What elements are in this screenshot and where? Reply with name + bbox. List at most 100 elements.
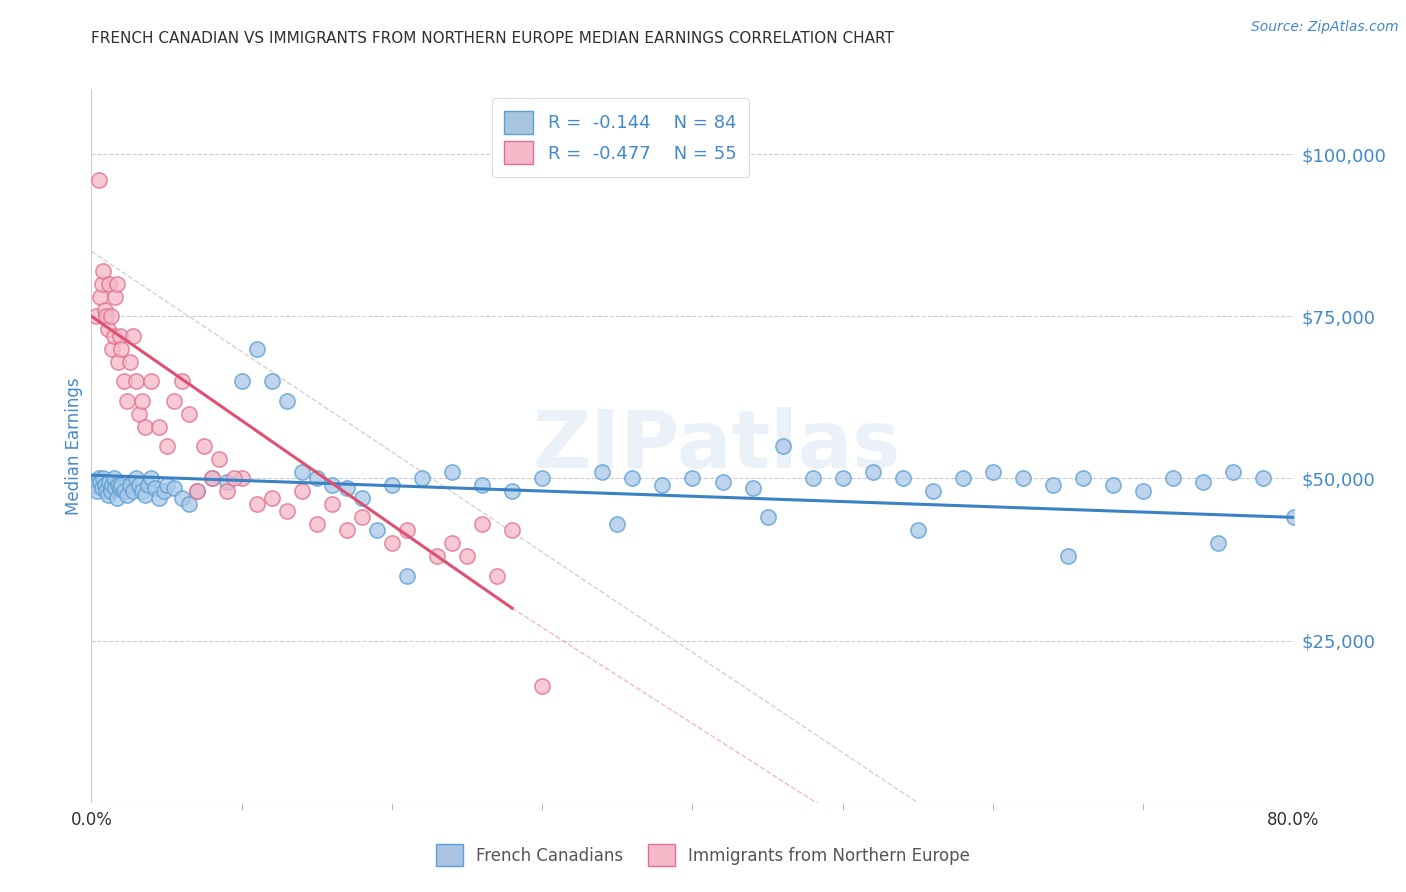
Point [305, 516, 328, 531]
Point [922, 484, 945, 499]
Point [107, 478, 129, 492]
Point [98, 475, 121, 489]
Point [531, 471, 554, 485]
Point [366, 524, 388, 538]
Point [128, 407, 150, 421]
Legend: R =  -0.144    N = 84, R =  -0.477    N = 55: R = -0.144 N = 84, R = -0.477 N = 55 [492, 98, 749, 178]
Point [163, 393, 186, 408]
Point [891, 471, 914, 485]
Point [246, 342, 269, 356]
Point [321, 478, 343, 492]
Point [193, 439, 215, 453]
Point [107, 354, 129, 368]
Point [952, 471, 974, 485]
Point [90, 277, 112, 291]
Point [486, 568, 509, 582]
Point [134, 488, 156, 502]
Point [381, 478, 404, 492]
Point [471, 478, 494, 492]
Point [87, 471, 110, 485]
Point [177, 497, 200, 511]
Point [291, 484, 314, 499]
Point [101, 478, 124, 492]
Point [862, 465, 884, 479]
Point [681, 471, 703, 485]
Point [606, 516, 628, 531]
Point [96, 310, 118, 324]
Point [120, 478, 142, 492]
Point [155, 439, 177, 453]
Point [148, 419, 170, 434]
Point [215, 475, 238, 489]
Legend: French Canadians, Immigrants from Northern Europe: French Canadians, Immigrants from Northe… [423, 831, 983, 880]
Point [117, 393, 139, 408]
Point [122, 328, 145, 343]
Point [1057, 549, 1080, 564]
Point [772, 439, 794, 453]
Point [336, 524, 359, 538]
Point [186, 484, 208, 499]
Point [94, 302, 117, 317]
Point [128, 478, 150, 492]
Point [231, 471, 253, 485]
Point [801, 471, 824, 485]
Point [96, 484, 118, 499]
Point [114, 374, 136, 388]
Point [84, 310, 107, 324]
Point [501, 484, 523, 499]
Point [155, 478, 177, 492]
Point [1192, 475, 1215, 489]
Point [621, 471, 644, 485]
Point [125, 471, 148, 485]
Point [148, 491, 170, 505]
Point [215, 484, 238, 499]
Point [411, 471, 433, 485]
Point [97, 322, 120, 336]
Point [381, 536, 404, 550]
Point [141, 471, 163, 485]
Point [98, 277, 121, 291]
Point [756, 510, 779, 524]
Point [350, 510, 373, 524]
Point [90, 481, 112, 495]
Point [131, 393, 153, 408]
Point [1222, 465, 1244, 479]
Point [501, 524, 523, 538]
Point [86, 484, 108, 499]
Point [831, 471, 853, 485]
Point [93, 471, 115, 485]
Point [711, 475, 734, 489]
Point [108, 328, 131, 343]
Point [1012, 471, 1035, 485]
Point [163, 481, 186, 495]
Point [100, 484, 122, 499]
Point [1071, 471, 1094, 485]
Point [276, 393, 298, 408]
Point [907, 524, 929, 538]
Text: FRENCH CANADIAN VS IMMIGRANTS FROM NORTHERN EUROPE MEDIAN EARNINGS CORRELATION C: FRENCH CANADIAN VS IMMIGRANTS FROM NORTH… [91, 31, 894, 46]
Point [741, 481, 763, 495]
Point [321, 497, 343, 511]
Point [138, 478, 160, 492]
Point [208, 452, 231, 467]
Point [117, 488, 139, 502]
Point [291, 465, 314, 479]
Point [426, 549, 449, 564]
Point [104, 290, 127, 304]
Point [152, 484, 174, 499]
Point [201, 471, 224, 485]
Point [440, 465, 463, 479]
Point [100, 310, 122, 324]
Point [186, 484, 208, 499]
Point [531, 679, 554, 693]
Point [110, 342, 132, 356]
Point [246, 497, 269, 511]
Point [83, 478, 105, 492]
Point [350, 491, 373, 505]
Point [134, 419, 156, 434]
Point [105, 277, 128, 291]
Y-axis label: Median Earnings: Median Earnings [65, 377, 83, 515]
Point [122, 484, 145, 499]
Point [260, 491, 283, 505]
Point [1102, 478, 1125, 492]
